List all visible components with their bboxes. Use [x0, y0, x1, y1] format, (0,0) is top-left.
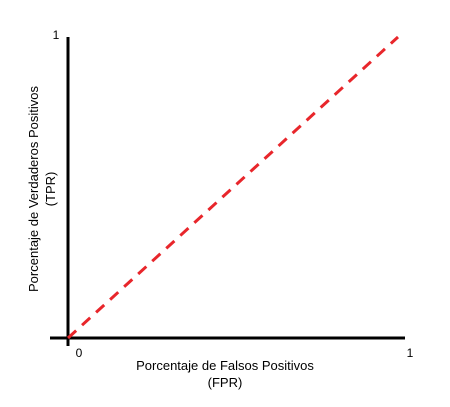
x-tick-label-max: 1 — [407, 346, 414, 360]
y-tick-label-max: 1 — [53, 28, 60, 42]
x-tick-label-min: 0 — [76, 346, 83, 360]
x-axis-title-line-1: Porcentaje de Falsos Positivos — [136, 358, 314, 373]
y-axis-title-line-1: Porcentaje de Verdaderos Positivos — [26, 86, 41, 292]
diagonal-series-line — [68, 37, 398, 338]
y-axis-title-line-2: (TPR) — [43, 172, 58, 207]
x-axis-title-line-2: (FPR) — [208, 375, 243, 390]
